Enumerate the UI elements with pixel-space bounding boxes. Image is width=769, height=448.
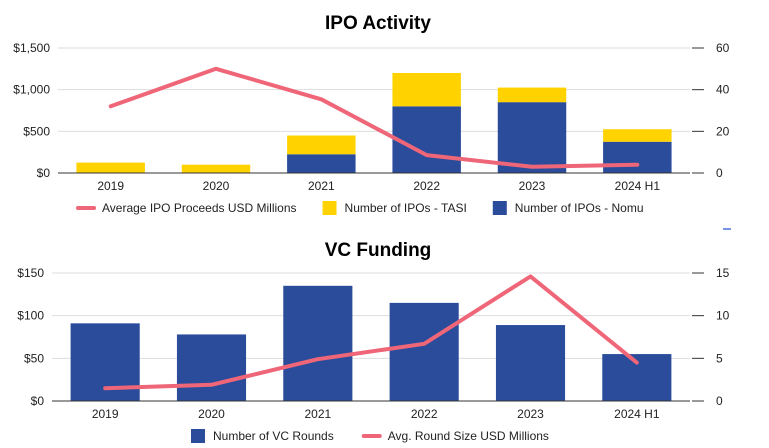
legend-label: Number of IPOs - Nomu <box>515 201 644 215</box>
x-axis-tick-label: 2021 <box>308 179 335 193</box>
legend-label: Number of IPOs - TASI <box>345 201 467 215</box>
bar-number-of-ipos-tasi <box>181 164 251 173</box>
left-axis-tick-label: $500 <box>23 124 50 138</box>
legend-bar-swatch <box>322 201 337 215</box>
ipo-chart-title: IPO Activity <box>325 13 431 34</box>
right-axis-tick-label: 40 <box>716 83 730 97</box>
left-axis-tick-label: $0 <box>31 394 45 408</box>
x-axis-tick-label: 2022 <box>411 407 438 421</box>
legend-item: Number of IPOs - Nomu <box>492 201 644 215</box>
x-axis-tick-label: 2020 <box>203 179 230 193</box>
bar-number-of-ipos-tasi <box>497 87 567 103</box>
vc-funding-chart: VC Funding $0 $50 $100 $150 0 5 10 15 2019 2020 20… <box>17 240 730 443</box>
left-axis-tick-label: $1,500 <box>13 41 50 55</box>
bar-number-of-vc-rounds <box>176 334 247 401</box>
legend-item: Number of VC Rounds <box>191 429 334 443</box>
legend-label: Average IPO Proceeds USD Millions <box>102 201 297 215</box>
x-axis-tick-label: 2023 <box>519 179 546 193</box>
legend-bar-swatch <box>492 201 507 215</box>
x-axis-tick-label: 2020 <box>198 407 225 421</box>
bar-number-of-ipos-nomu <box>603 141 672 173</box>
right-axis-tick-label: 0 <box>716 166 723 180</box>
x-axis-tick-label: 2021 <box>304 407 331 421</box>
bar-number-of-ipos-nomu <box>392 106 461 173</box>
bar-number-of-vc-rounds <box>283 285 353 401</box>
bar-number-of-ipos-tasi <box>603 129 672 142</box>
x-axis-tick-label: 2023 <box>517 407 544 421</box>
legend-label: Avg. Round Size USD Millions <box>388 429 549 443</box>
right-axis-tick-label: 5 <box>716 351 723 365</box>
right-axis-tick-label: 0 <box>716 394 723 408</box>
line-series-average-ipo-proceeds-usd-millions <box>108 66 640 169</box>
x-axis-tick-label: 2024 H1 <box>614 407 660 421</box>
bar-number-of-vc-rounds <box>389 302 459 401</box>
x-axis-tick-label: 2024 H1 <box>615 179 661 193</box>
left-axis-tick-label: $50 <box>24 351 44 365</box>
right-axis-tick-label: 15 <box>716 266 730 280</box>
legend-item: Number of IPOs - TASI <box>322 201 467 215</box>
x-axis-tick-label: 2019 <box>97 179 124 193</box>
x-axis-tick-label: 2019 <box>92 407 119 421</box>
left-axis-tick-label: $150 <box>17 266 44 280</box>
bar-number-of-ipos-tasi <box>76 162 145 173</box>
right-axis-tick-label: 10 <box>716 309 730 323</box>
bar-number-of-ipos-nomu <box>497 102 567 173</box>
left-axis-tick-label: $0 <box>37 166 51 180</box>
line-series-avg-round-size-usd-millions <box>103 274 639 391</box>
x-axis-tick-label: 2022 <box>413 179 440 193</box>
bar-number-of-ipos-tasi <box>392 73 461 107</box>
left-axis-tick-label: $100 <box>17 309 44 323</box>
bar-number-of-ipos-nomu <box>287 154 356 173</box>
legend-item: Average IPO Proceeds USD Millions <box>76 201 297 215</box>
right-axis-tick-label: 20 <box>716 124 730 138</box>
bar-number-of-vc-rounds <box>495 325 566 401</box>
legend-label: Number of VC Rounds <box>213 429 334 443</box>
vc-chart-title: VC Funding <box>325 240 432 261</box>
left-axis-tick-label: $1,000 <box>13 83 50 97</box>
ipo-activity-chart: IPO Activity $0 $500 $1,000 $1,500 0 20 40 60 20… <box>13 13 730 215</box>
legend-bar-swatch <box>191 429 205 443</box>
bar-number-of-ipos-tasi <box>287 135 356 155</box>
right-axis-tick-label: 60 <box>716 41 730 55</box>
legend-item: Avg. Round Size USD Millions <box>361 429 549 443</box>
